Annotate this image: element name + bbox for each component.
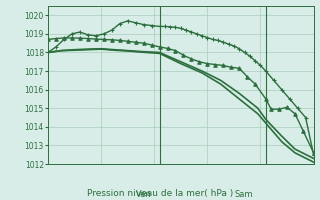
- Text: Pression niveau de la mer( hPa ): Pression niveau de la mer( hPa ): [87, 189, 233, 198]
- Text: Ven: Ven: [136, 190, 152, 199]
- Text: Sam: Sam: [234, 190, 252, 199]
